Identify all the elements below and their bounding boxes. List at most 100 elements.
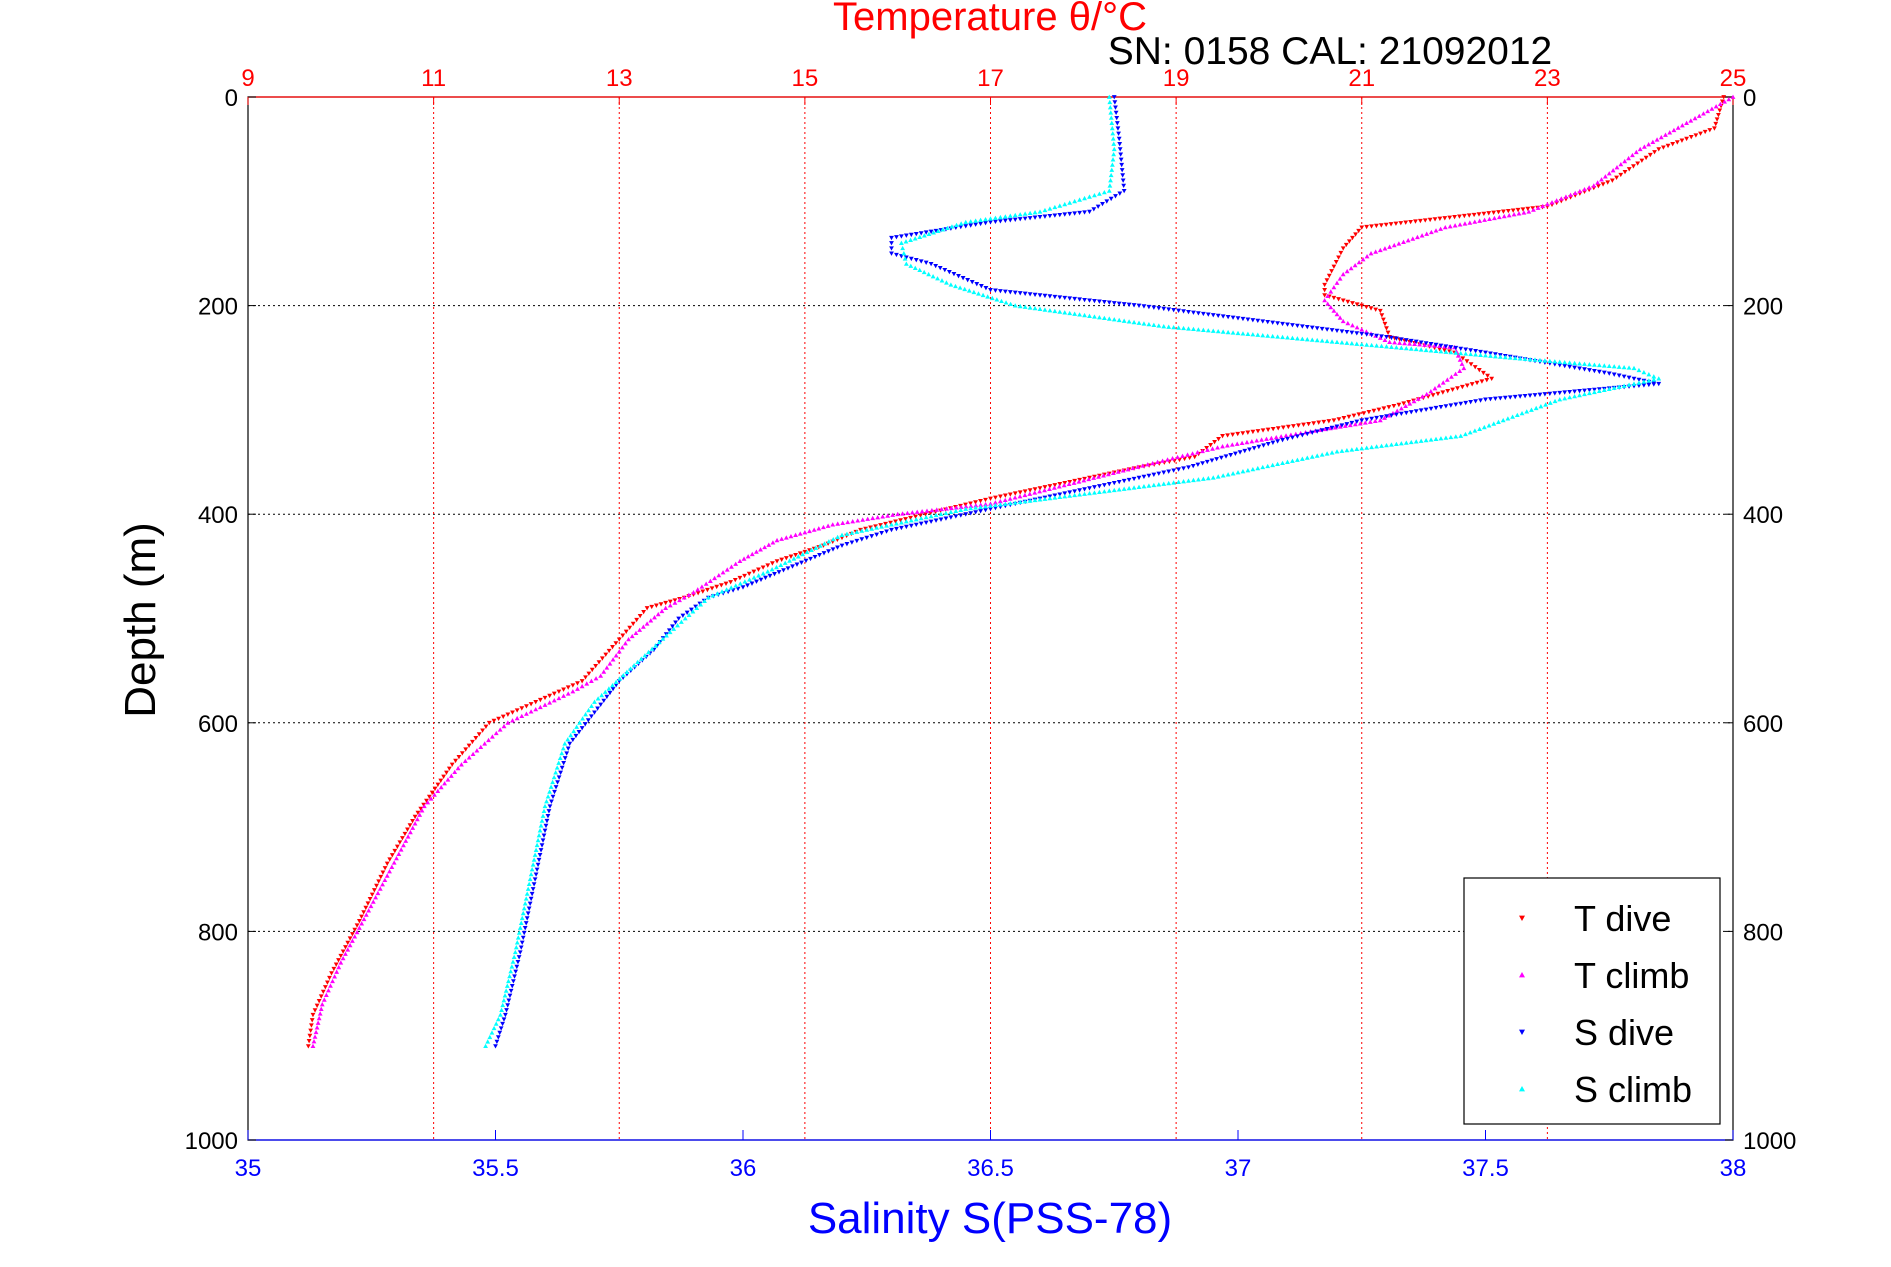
s-dive-point — [1209, 458, 1215, 463]
s-climb-point — [1057, 309, 1063, 314]
t-dive-point — [361, 910, 367, 915]
s-dive-point — [1116, 301, 1122, 306]
s-climb-point — [1438, 436, 1444, 441]
s-dive-point — [1251, 446, 1257, 451]
s-dive-point — [958, 513, 964, 518]
t-climb-point — [1283, 433, 1289, 438]
t-climb-point — [821, 524, 826, 530]
s-dive-point — [1126, 477, 1132, 483]
t-climb-point — [315, 1020, 321, 1025]
s-dive-point — [512, 974, 517, 979]
t-dive-point — [575, 681, 580, 686]
t-dive-point — [1437, 347, 1442, 352]
s-climb-point — [1097, 191, 1102, 196]
s-climb-point — [903, 239, 909, 244]
s-dive-point — [1473, 349, 1478, 354]
t-dive-point — [352, 927, 358, 933]
s-dive-point — [541, 833, 547, 838]
t-dive-point — [314, 1003, 320, 1008]
s-dive-point — [1527, 393, 1533, 398]
s-climb-point — [894, 521, 899, 526]
s-dive-point — [1344, 422, 1350, 427]
t-dive-point — [309, 1023, 314, 1028]
s-climb-point — [1522, 356, 1528, 361]
s-climb-point — [1398, 441, 1404, 446]
s-dive-point — [817, 553, 822, 558]
t-climb-point — [1115, 469, 1121, 474]
s-dive-point — [1228, 452, 1234, 458]
t-dive-point — [429, 790, 435, 796]
t-dive-point — [1489, 376, 1495, 382]
s-dive-point — [908, 523, 914, 529]
t-climb-point — [1234, 441, 1240, 446]
t-climb-point — [1012, 495, 1018, 500]
s-dive-point — [978, 221, 983, 227]
t-climb-point — [1373, 249, 1379, 254]
s-climb-point — [1510, 414, 1516, 419]
s-dive-point — [1309, 430, 1315, 436]
s-climb-point — [580, 716, 586, 721]
s-dive-point — [1082, 210, 1087, 215]
s-dive-point — [1200, 311, 1206, 317]
t-climb-point — [1254, 438, 1260, 443]
t-climb-point — [1382, 415, 1387, 420]
s-climb-point — [562, 741, 568, 746]
s-dive-point — [1176, 308, 1181, 314]
s-climb-point — [520, 910, 526, 916]
s-climb-point — [1116, 487, 1122, 492]
s-climb-point — [999, 298, 1004, 304]
s-dive-point — [1097, 299, 1102, 304]
s-dive-point — [1547, 391, 1553, 397]
s-climb-point — [1463, 351, 1469, 356]
s-dive-point — [1114, 115, 1120, 121]
y-tick-label-right: 200 — [1743, 294, 1783, 321]
t-climb-point — [978, 502, 984, 507]
t-dive-point — [528, 702, 534, 707]
s-climb-point — [1636, 380, 1642, 385]
s-climb-point — [483, 1043, 488, 1049]
t-climb-point — [398, 847, 404, 852]
t-dive-point — [599, 656, 605, 661]
s-dive-point — [1166, 469, 1172, 474]
t-climb-point — [1061, 482, 1067, 488]
s-climb-point — [1042, 207, 1048, 213]
t-climb-point — [1642, 144, 1647, 149]
s-climb-point — [1109, 162, 1115, 167]
t-dive-point — [663, 600, 669, 606]
s-dive-point — [1037, 293, 1043, 298]
t-climb-point — [1387, 244, 1392, 249]
s-dive-point — [1151, 472, 1157, 477]
s-climb-point — [1126, 485, 1132, 491]
s-dive-point — [1384, 414, 1389, 419]
s-climb-point — [1156, 482, 1162, 487]
s-climb-point — [1577, 392, 1582, 398]
t-dive-point — [1336, 417, 1342, 422]
s-climb-point — [519, 915, 525, 921]
t-dive-point — [446, 766, 452, 771]
t-climb-point — [493, 730, 499, 736]
t-climb-point — [816, 526, 822, 531]
s-climb-point — [769, 567, 775, 572]
s-climb-point — [1047, 308, 1053, 313]
s-dive-point — [539, 843, 545, 848]
s-climb-point — [1567, 360, 1573, 365]
s-dive-point — [1091, 207, 1097, 212]
s-climb-point — [1472, 428, 1478, 433]
t-dive-point — [1376, 407, 1382, 412]
s-dive-point — [1592, 368, 1597, 374]
t-climb-point — [1568, 192, 1573, 197]
t-dive-point — [1422, 218, 1428, 223]
s-climb-point — [1101, 489, 1107, 494]
s-dive-point — [673, 620, 678, 625]
s-dive-point — [776, 570, 782, 575]
s-climb-point — [1433, 348, 1439, 353]
t-climb-point — [890, 512, 896, 517]
s-climb-point — [1319, 452, 1325, 457]
s-dive-point — [839, 543, 845, 548]
t-dive-point — [623, 629, 629, 634]
t-climb-point — [633, 630, 639, 636]
s-dive-point — [808, 556, 813, 562]
t-climb-point — [613, 653, 619, 658]
s-climb-point — [899, 520, 904, 525]
